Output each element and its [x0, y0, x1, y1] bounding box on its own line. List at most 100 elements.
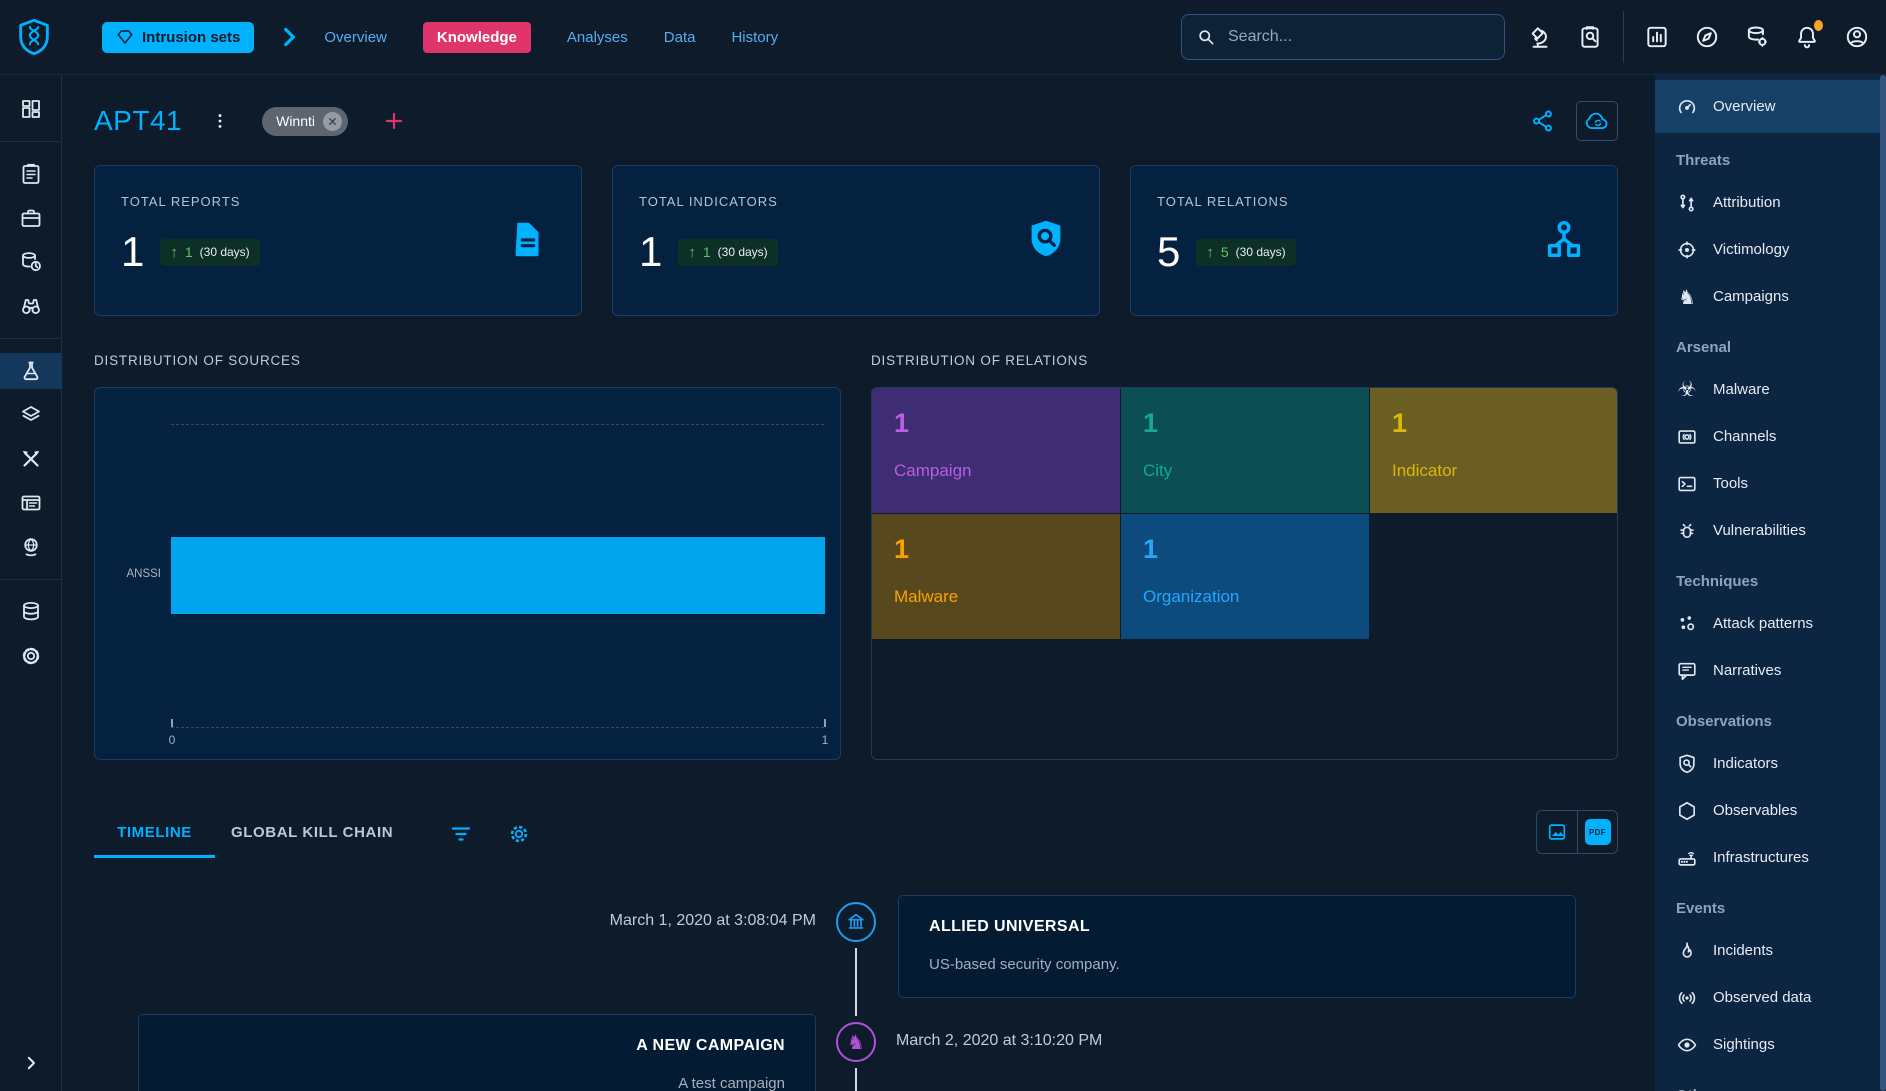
treemap-cell-indicator[interactable]: 1 Indicator — [1370, 388, 1617, 514]
stat-card-total-indicators: TOTAL INDICATORS 1 ↑ 1 (30 days) — [612, 165, 1100, 316]
charts-row: ANSSI 0 1 1 Campaign 1 City 1 Indicator 1 Malwa… — [94, 387, 1618, 760]
compass-button[interactable] — [1694, 24, 1720, 50]
rail-database-button[interactable] — [0, 600, 62, 624]
app-actions — [1644, 20, 1870, 50]
sidebar-item-attack-patterns[interactable]: Attack patterns — [1655, 600, 1886, 647]
nav-tab-data[interactable]: Data — [663, 28, 696, 46]
sidebar-item-victimology[interactable]: Victimology — [1655, 226, 1886, 273]
rail-database-clock-button[interactable] — [0, 250, 62, 274]
sidebar-item-label: Narratives — [1713, 662, 1782, 679]
sources-chart-title: DISTRIBUTION OF SOURCES — [94, 353, 301, 368]
treemap-cell-city[interactable]: 1 City — [1121, 388, 1370, 514]
header-divider — [1623, 11, 1624, 63]
sidebar-item-attribution[interactable]: Attribution — [1655, 179, 1886, 226]
sidebar-item-observables[interactable]: Observables — [1655, 787, 1886, 834]
sidebar-item-label: Incidents — [1713, 942, 1774, 959]
sidebar-item-channels[interactable]: Channels — [1655, 413, 1886, 460]
sidebar-item-label: Channels — [1713, 428, 1777, 445]
expand-rail-button[interactable] — [0, 1049, 62, 1077]
entity-label-chip[interactable]: Winnti — [262, 106, 349, 136]
bar-anssi[interactable] — [171, 537, 825, 614]
treemap-value: 1 — [1143, 534, 1159, 564]
rail-divider — [0, 338, 62, 339]
stat-delta-badge: ↑ 5 (30 days) — [1196, 238, 1296, 266]
gear-outline-icon — [507, 822, 531, 846]
nav-tab-analyses[interactable]: Analyses — [566, 28, 628, 46]
sidebar-item-sightings[interactable]: Sightings — [1655, 1021, 1886, 1068]
x-axis-line — [171, 727, 824, 728]
enrich-button[interactable] — [1576, 101, 1618, 141]
sidebar-item-label: Malware — [1713, 381, 1770, 398]
sidebar-scrollbar[interactable] — [1880, 75, 1886, 1091]
sidebar-item-infrastructures[interactable]: Infrastructures — [1655, 834, 1886, 881]
timeline-settings-button[interactable] — [507, 822, 531, 846]
stats-row: TOTAL REPORTS 1 ↑ 1 (30 days) TOTAL INDICATOR… — [94, 165, 1618, 316]
insights-icon — [1644, 24, 1670, 50]
sidebar-item-narratives[interactable]: Narratives — [1655, 647, 1886, 694]
filter-button[interactable] — [449, 822, 473, 846]
sidebar-item-malware[interactable]: ☣ Malware — [1655, 366, 1886, 413]
tab-global-kill-chain[interactable]: GLOBAL KILL CHAIN — [215, 810, 409, 858]
rail-flask-button[interactable] — [0, 353, 62, 389]
sidebar-item-campaigns[interactable]: ♞ Campaigns — [1655, 273, 1886, 320]
sidebar-item-overview[interactable]: Overview — [1655, 80, 1886, 133]
export-pdf-button[interactable]: PDF — [1577, 811, 1617, 853]
insights-button[interactable] — [1644, 24, 1670, 50]
account-button[interactable] — [1844, 24, 1870, 50]
clipboard-search-button[interactable] — [1577, 24, 1603, 50]
gauge-icon — [1676, 96, 1698, 118]
sidebar-item-observed-data[interactable]: Observed data — [1655, 974, 1886, 1021]
rail-clipboard-button[interactable] — [0, 162, 62, 186]
nav-tab-overview[interactable]: Overview — [324, 28, 387, 46]
treemap-cell-organization[interactable]: 1 Organization — [1121, 514, 1370, 640]
nav-tab-knowledge[interactable]: Knowledge — [422, 21, 531, 53]
sidebar-item-indicators[interactable]: Indicators — [1655, 740, 1886, 787]
bell-button[interactable] — [1794, 20, 1823, 50]
top-bar: Intrusion sets Overview Knowledge Analyses… — [0, 0, 1886, 75]
timeline: ALLIED UNIVERSAL US-based security compan… — [62, 862, 1655, 1091]
timeline-card-a-new-campaign[interactable]: A NEW CAMPAIGN A test campaign — [138, 1014, 816, 1091]
timeline-toolbar: TIMELINE GLOBAL KILL CHAIN — [94, 810, 1618, 862]
timeline-card-title: ALLIED UNIVERSAL — [929, 918, 1091, 935]
rail-entities-button[interactable] — [0, 491, 62, 515]
share-icon — [1530, 108, 1556, 134]
stat-period: (30 days) — [199, 245, 250, 259]
rail-gear-button[interactable] — [0, 644, 62, 668]
treemap-cell-malware[interactable]: 1 Malware — [872, 514, 1121, 640]
rail-briefcase-button[interactable] — [0, 206, 62, 230]
search-input[interactable] — [1226, 27, 1490, 47]
sidebar-item-vulnerabilities[interactable]: Vulnerabilities — [1655, 507, 1886, 554]
stat-label: TOTAL INDICATORS — [639, 194, 778, 209]
timeline-node-knight[interactable]: ♞ — [836, 1022, 876, 1062]
entity-menu-button[interactable] — [204, 110, 236, 132]
export-buttons: PDF — [1536, 810, 1618, 854]
remove-label-button[interactable] — [323, 111, 343, 131]
nav-tab-history[interactable]: History — [731, 28, 779, 46]
share-button[interactable] — [1524, 107, 1562, 135]
rail-binoculars-button[interactable] — [0, 294, 62, 318]
add-label-button[interactable] — [376, 108, 412, 134]
treemap-cell-campaign[interactable]: 1 Campaign — [872, 388, 1121, 514]
sidebar-item-label: Observed data — [1713, 989, 1812, 1006]
rail-divider — [0, 141, 62, 142]
timeline-node-bank[interactable] — [836, 902, 876, 942]
rail-dashboard-button[interactable] — [0, 97, 62, 121]
sidebar-item-incidents[interactable]: Incidents — [1655, 927, 1886, 974]
database-gear-button[interactable] — [1744, 24, 1770, 50]
rail-tools-button[interactable] — [0, 447, 62, 471]
sidebar-section-techniques: Techniques — [1676, 573, 1759, 590]
entity-type-chip[interactable]: Intrusion sets — [102, 21, 255, 53]
relations-chart-title: DISTRIBUTION OF RELATIONS — [871, 353, 1089, 368]
scrollbar-thumb[interactable] — [1880, 75, 1886, 1091]
tab-timeline[interactable]: TIMELINE — [94, 810, 215, 858]
rail-globe-button[interactable] — [0, 535, 62, 559]
radar-icon — [1676, 987, 1698, 1009]
timeline-card-allied-universal[interactable]: ALLIED UNIVERSAL US-based security compan… — [898, 895, 1576, 998]
rail-layers-button[interactable] — [0, 403, 62, 427]
compass-icon — [1694, 24, 1720, 50]
microscope-button[interactable] — [1527, 24, 1553, 50]
sidebar-item-tools[interactable]: Tools — [1655, 460, 1886, 507]
terminal-icon — [1676, 473, 1698, 495]
export-image-button[interactable] — [1537, 811, 1577, 853]
stat-card-total-relations: TOTAL RELATIONS 5 ↑ 5 (30 days) — [1130, 165, 1618, 316]
